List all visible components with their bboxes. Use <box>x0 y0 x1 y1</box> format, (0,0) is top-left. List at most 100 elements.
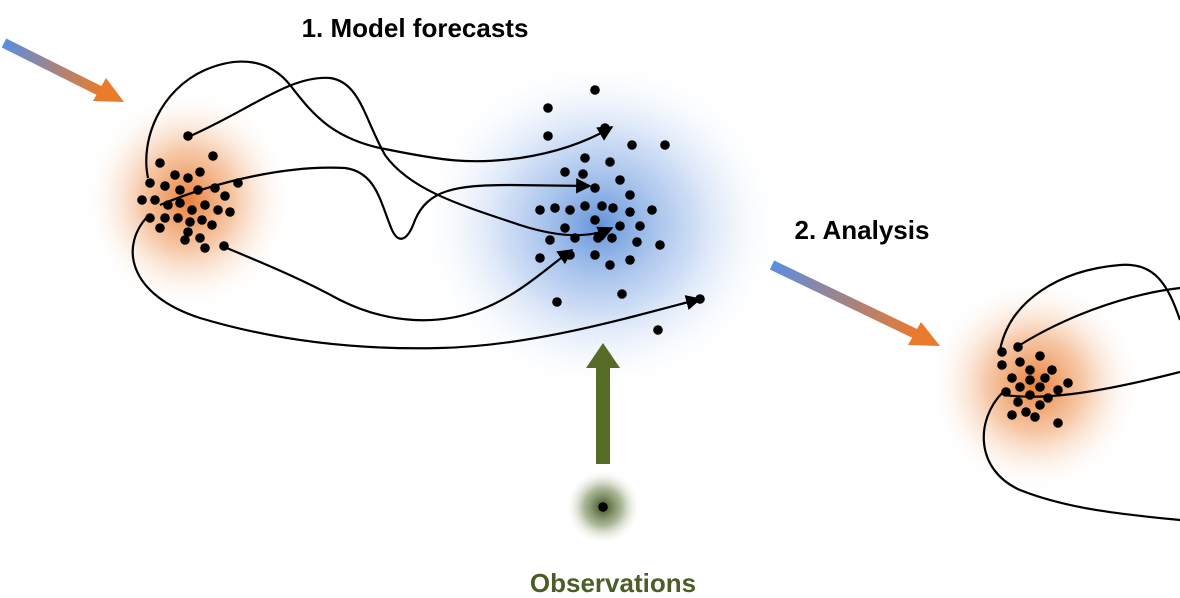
trajectory-4 <box>221 244 574 322</box>
forecast-ensemble-dot <box>600 123 610 133</box>
prior-ensemble-dot <box>200 200 210 210</box>
analysis-ensemble-dot <box>1025 375 1035 385</box>
prior-ensemble-dot <box>150 195 160 205</box>
analysis-trajectories <box>982 263 1180 522</box>
prior-ensemble-dot <box>163 200 173 210</box>
prior-ensemble-dot <box>220 191 230 201</box>
analysis-ensemble-dot <box>1015 382 1025 392</box>
observation-arrow <box>586 343 620 464</box>
forecast-ensemble-dot <box>627 140 637 150</box>
trajectory-2 <box>187 76 614 241</box>
prior-ensemble-members <box>137 131 243 253</box>
prior-ensemble-dot <box>170 170 180 180</box>
prior-ensemble-dot <box>185 217 195 227</box>
forecast-ensemble-dot <box>608 203 618 213</box>
prior-ensemble-dot <box>210 183 220 193</box>
trajectory-5 <box>131 213 702 350</box>
prior-ensemble-dot <box>195 167 205 177</box>
forecast-ensemble-dot <box>590 85 600 95</box>
forecast-ensemble-dot <box>590 183 600 193</box>
incoming-arrow-analysis <box>769 260 940 346</box>
analysis-ensemble-dot <box>1030 412 1040 422</box>
analysis-ensemble-cloud <box>927 277 1143 493</box>
forecast-ensemble-dot <box>605 260 615 270</box>
observation-point <box>598 502 608 512</box>
analysis-ensemble-dot <box>1001 387 1011 397</box>
forecast-ensemble-dot <box>632 237 642 247</box>
prior-ensemble-dot <box>208 151 218 161</box>
analysis-ensemble-dot <box>997 347 1007 357</box>
analysis-ensemble-dot <box>1063 378 1073 388</box>
forecast-ensemble-dot <box>580 201 590 211</box>
forecast-trajectories <box>131 60 702 350</box>
prior-ensemble-cloud <box>83 88 293 312</box>
trajectory-1 <box>145 60 614 179</box>
model-forecasts-label: 1. Model forecasts <box>302 13 529 43</box>
analysis-label: 2. Analysis <box>795 215 930 245</box>
forecast-ensemble-dot <box>565 205 575 215</box>
forecast-ensemble-dot <box>578 169 588 179</box>
analysis-ensemble-dot <box>1047 365 1057 375</box>
forecast-ensemble-cloud <box>415 55 785 395</box>
prior-ensemble-dot <box>233 178 243 188</box>
forecast-ensemble-dot <box>543 103 553 113</box>
forecast-ensemble-dot <box>550 203 560 213</box>
prior-ensemble-dot <box>195 233 205 243</box>
analysis-ensemble-dot <box>1007 410 1017 420</box>
prior-ensemble-dot <box>175 185 185 195</box>
analysis-ensemble-dot <box>1043 393 1053 403</box>
prior-ensemble-dot <box>187 205 197 215</box>
forecast-ensemble-dot <box>545 235 555 245</box>
analysis-ensemble-dot <box>1025 365 1035 375</box>
forecast-ensemble-dot <box>625 255 635 265</box>
prior-ensemble-dot <box>193 185 203 195</box>
analysis-ensemble-dot <box>1021 407 1031 417</box>
forecast-ensemble-dot <box>695 294 705 304</box>
prior-ensemble-dot <box>207 220 217 230</box>
forecast-ensemble-dot <box>543 131 553 141</box>
forecast-ensemble-dot <box>625 207 635 217</box>
prior-ensemble-dot <box>219 241 229 251</box>
incoming-arrow-left <box>1 38 124 102</box>
forecast-ensemble-dot <box>647 205 657 215</box>
prior-ensemble-dot <box>213 205 223 215</box>
prior-ensemble-dot <box>197 215 207 225</box>
forecast-ensemble-dot <box>653 325 663 335</box>
prior-ensemble-dot <box>180 235 190 245</box>
forecast-ensemble-dot <box>565 250 575 260</box>
forecast-ensemble-dot <box>590 250 600 260</box>
forecast-ensemble-dot <box>552 297 562 307</box>
prior-ensemble-dot <box>183 227 193 237</box>
analysis-ensemble-dot <box>1015 357 1025 367</box>
forecast-ensemble-dot <box>560 167 570 177</box>
prior-ensemble-dot <box>145 213 155 223</box>
analysis-ensemble-dot <box>1035 382 1045 392</box>
analysis-ensemble-dot <box>1053 385 1063 395</box>
trajectory-3 <box>159 166 592 240</box>
prior-ensemble-dot <box>155 223 165 233</box>
analysis-ensemble-dot <box>1007 373 1017 383</box>
analysis-ensemble-dot <box>1053 418 1063 428</box>
prior-ensemble-dot <box>160 213 170 223</box>
forecast-ensemble-members <box>535 85 705 335</box>
analysis-ensemble-dot <box>1013 342 1023 352</box>
prior-ensemble-dot <box>137 195 147 205</box>
forecast-ensemble-dot <box>635 221 645 231</box>
forecast-ensemble-dot <box>570 233 580 243</box>
forecast-ensemble-dot <box>617 289 627 299</box>
analysis-ensemble-members <box>997 342 1073 428</box>
forecast-ensemble-dot <box>593 233 603 243</box>
forecast-ensemble-dot <box>605 157 615 167</box>
forecast-ensemble-dot <box>660 140 670 150</box>
prior-ensemble-dot <box>173 213 183 223</box>
prior-ensemble-dot <box>183 173 193 183</box>
prior-ensemble-dot <box>200 243 210 253</box>
analysis-ensemble-dot <box>997 360 1007 370</box>
forecast-ensemble-dot <box>590 215 600 225</box>
forecast-ensemble-dot <box>655 240 665 250</box>
forecast-ensemble-dot <box>580 153 590 163</box>
forecast-ensemble-dot <box>535 205 545 215</box>
forecast-ensemble-dot <box>615 175 625 185</box>
forecast-ensemble-dot <box>607 233 617 243</box>
